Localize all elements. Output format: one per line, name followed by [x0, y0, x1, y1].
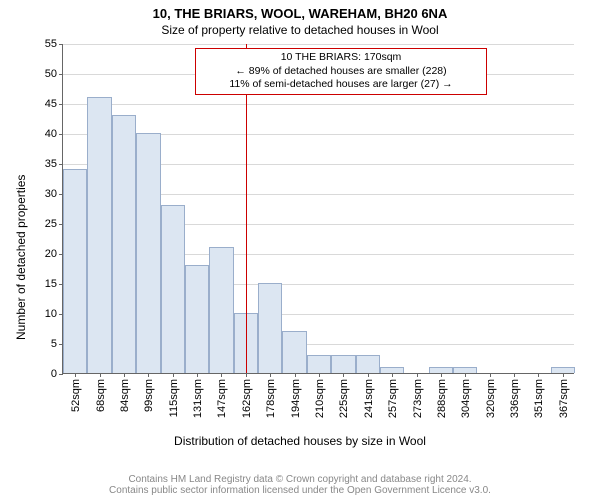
x-tick-label: 52sqm	[68, 379, 82, 412]
x-tick-mark	[173, 373, 174, 377]
footer-line: Contains HM Land Registry data © Crown c…	[0, 474, 600, 485]
x-tick-mark	[197, 373, 198, 377]
x-tick-label: 225sqm	[336, 379, 350, 418]
x-tick-mark	[490, 373, 491, 377]
y-tick-label: 15	[45, 278, 63, 290]
y-tick-label: 50	[45, 68, 63, 80]
histogram-bar	[331, 355, 355, 373]
x-tick-label: 131sqm	[190, 379, 204, 418]
histogram-bar	[282, 331, 306, 373]
x-tick-mark	[270, 373, 271, 377]
x-tick-mark	[465, 373, 466, 377]
x-tick-mark	[417, 373, 418, 377]
x-tick-label: 68sqm	[93, 379, 107, 412]
y-tick-label: 55	[45, 38, 63, 50]
x-tick-label: 367sqm	[556, 379, 570, 418]
histogram-bar	[209, 247, 233, 373]
histogram-bar	[112, 115, 136, 373]
x-tick-label: 336sqm	[507, 379, 521, 418]
x-tick-mark	[441, 373, 442, 377]
histogram-bar	[307, 355, 331, 373]
x-tick-label: 273sqm	[410, 379, 424, 418]
histogram-bar	[136, 133, 160, 373]
histogram-bar	[185, 265, 209, 373]
x-tick-mark	[538, 373, 539, 377]
x-tick-label: 257sqm	[385, 379, 399, 418]
x-tick-mark	[343, 373, 344, 377]
x-tick-mark	[100, 373, 101, 377]
x-tick-mark	[319, 373, 320, 377]
x-tick-mark	[295, 373, 296, 377]
chart-subtitle: Size of property relative to detached ho…	[0, 23, 600, 37]
chart-title: 10, THE BRIARS, WOOL, WAREHAM, BH20 6NA	[0, 6, 600, 21]
y-tick-label: 10	[45, 308, 63, 320]
x-tick-mark	[148, 373, 149, 377]
annotation-line: 10 THE BRIARS: 170sqm	[200, 51, 482, 65]
gridline	[63, 44, 574, 45]
y-tick-label: 25	[45, 218, 63, 230]
annotation-line: 11% of semi-detached houses are larger (…	[200, 78, 482, 92]
x-axis-label: Distribution of detached houses by size …	[0, 434, 600, 448]
y-tick-label: 40	[45, 128, 63, 140]
x-tick-label: 351sqm	[531, 379, 545, 418]
x-tick-mark	[124, 373, 125, 377]
x-tick-mark	[368, 373, 369, 377]
x-tick-label: 194sqm	[288, 379, 302, 418]
x-tick-label: 147sqm	[214, 379, 228, 418]
y-tick-label: 5	[51, 338, 63, 350]
y-tick-label: 0	[51, 368, 63, 380]
y-tick-label: 30	[45, 188, 63, 200]
y-tick-label: 20	[45, 248, 63, 260]
x-tick-mark	[246, 373, 247, 377]
x-tick-label: 84sqm	[117, 379, 131, 412]
x-tick-label: 304sqm	[458, 379, 472, 418]
x-tick-label: 320sqm	[483, 379, 497, 418]
histogram-bar	[161, 205, 185, 373]
x-tick-label: 162sqm	[239, 379, 253, 418]
x-tick-mark	[514, 373, 515, 377]
x-tick-label: 241sqm	[361, 379, 375, 418]
y-tick-label: 45	[45, 98, 63, 110]
histogram-bar	[63, 169, 87, 373]
x-tick-mark	[221, 373, 222, 377]
x-tick-mark	[392, 373, 393, 377]
x-tick-label: 115sqm	[166, 379, 180, 417]
x-tick-mark	[563, 373, 564, 377]
x-tick-label: 210sqm	[312, 379, 326, 418]
footer-line: Contains public sector information licen…	[0, 485, 600, 496]
y-tick-label: 35	[45, 158, 63, 170]
footer: Contains HM Land Registry data © Crown c…	[0, 474, 600, 496]
chart-container: 10, THE BRIARS, WOOL, WAREHAM, BH20 6NA …	[0, 0, 600, 500]
histogram-bar	[87, 97, 111, 373]
x-tick-mark	[75, 373, 76, 377]
annotation-box: 10 THE BRIARS: 170sqm ← 89% of detached …	[195, 48, 487, 95]
annotation-line: ← 89% of detached houses are smaller (22…	[200, 65, 482, 79]
x-tick-label: 288sqm	[434, 379, 448, 418]
y-axis-label: Number of detached properties	[14, 175, 28, 340]
histogram-bar	[258, 283, 282, 373]
histogram-bar	[356, 355, 380, 373]
x-tick-label: 178sqm	[263, 379, 277, 418]
gridline	[63, 104, 574, 105]
x-tick-label: 99sqm	[141, 379, 155, 412]
